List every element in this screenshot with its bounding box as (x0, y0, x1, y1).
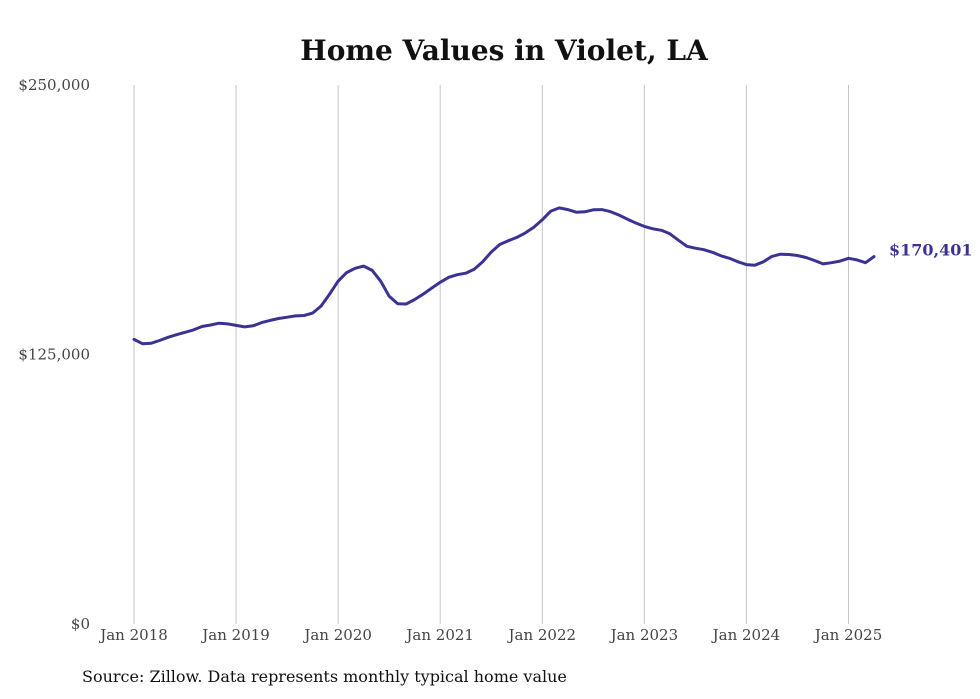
end-value-label: $170,401 (889, 241, 973, 260)
x-tick-label: Jan 2024 (711, 626, 781, 644)
chart-title: Home Values in Violet, LA (300, 34, 709, 67)
y-tick-label: $125,000 (18, 346, 90, 364)
x-tick-label: Jan 2021 (404, 626, 474, 644)
y-tick-label: $0 (71, 615, 90, 633)
x-axis-ticks: Jan 2018 Jan 2019 Jan 2020 Jan 2021 Jan 2022… (98, 626, 882, 644)
x-tick-label: Jan 2018 (98, 626, 168, 644)
source-note: Source: Zillow. Data represents monthly … (82, 667, 567, 686)
x-tick-label: Jan 2020 (302, 626, 372, 644)
x-tick-label: Jan 2025 (813, 626, 883, 644)
vertical-gridlines (133, 85, 849, 624)
x-tick-label: Jan 2019 (200, 626, 270, 644)
x-tick-label: Jan 2023 (609, 626, 679, 644)
y-tick-label: $250,000 (18, 76, 90, 94)
series-line-home-value (132, 206, 876, 346)
x-tick-label: Jan 2022 (506, 626, 576, 644)
y-axis-ticks: $0 $125,000 $250,000 (18, 76, 90, 633)
